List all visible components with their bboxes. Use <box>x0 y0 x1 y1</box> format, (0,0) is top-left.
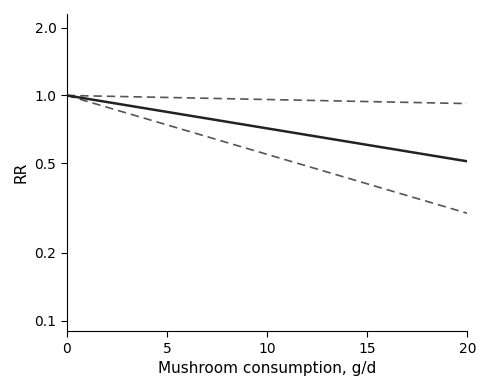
X-axis label: Mushroom consumption, g/d: Mushroom consumption, g/d <box>158 361 376 376</box>
Y-axis label: RR: RR <box>14 162 29 183</box>
